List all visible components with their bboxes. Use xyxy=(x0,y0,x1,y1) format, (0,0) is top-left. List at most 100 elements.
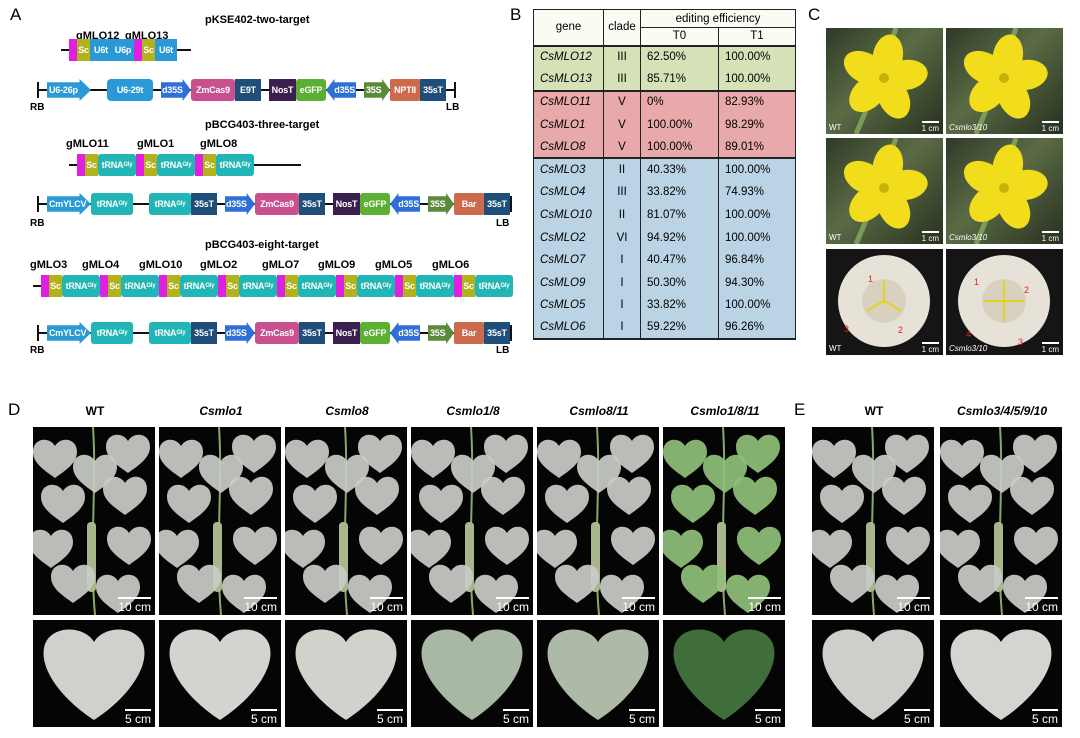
rb-label: RB xyxy=(30,102,45,113)
gene-cell: CsMLO10 xyxy=(533,203,604,227)
t1-cell: 89.01% xyxy=(718,135,796,159)
element-35st: 35sT xyxy=(299,193,325,215)
header-editing-efficiency: editing efficiency xyxy=(640,9,796,28)
photo-caption: Csmlo3/10 xyxy=(949,233,988,242)
element-label: tRNA xyxy=(360,281,383,291)
element-label: tRNA xyxy=(124,281,147,291)
element-label: NosT xyxy=(335,328,358,338)
leaf-shape xyxy=(43,629,145,720)
photo-image xyxy=(958,255,1050,347)
photo-image xyxy=(843,28,928,134)
t0-cell: 100.00% xyxy=(640,135,719,159)
clade-cell: II xyxy=(603,157,641,182)
scale-bar: 10 cm xyxy=(897,597,930,614)
leaf xyxy=(663,529,703,568)
element-label: NosT xyxy=(335,199,358,209)
element-mag xyxy=(41,275,49,297)
element-sc: Sc xyxy=(108,275,121,297)
element-mag xyxy=(277,275,285,297)
photo-flower: WT 1 cm xyxy=(826,138,943,244)
clade-cell: VI xyxy=(603,226,641,249)
construct-title: pBCG403-three-target xyxy=(205,119,320,131)
column-label: WT xyxy=(85,404,105,418)
element-label: 35S xyxy=(366,85,382,95)
element-line xyxy=(99,89,107,91)
table-row: CsMLO10 II 81.07% 100.00% xyxy=(533,203,796,227)
locule-number: 1 xyxy=(974,277,980,287)
element-trna: tRNA Gly xyxy=(157,154,195,176)
header-clade: clade xyxy=(603,9,641,46)
photo-caption: WT xyxy=(829,344,842,353)
leaf xyxy=(812,529,852,568)
column-label: Csmlo3/4/5/9/10 xyxy=(956,404,1048,418)
t1-cell: 100.00% xyxy=(718,226,796,249)
leaf xyxy=(325,454,369,493)
element-label: U6-29t xyxy=(116,85,144,95)
leaf xyxy=(419,484,463,523)
element-egfp: eGFP xyxy=(360,322,390,344)
column-label: Csmlo1/8 xyxy=(446,404,500,418)
element-label: d35S xyxy=(334,85,355,95)
element-sc: Sc xyxy=(403,275,416,297)
leaf xyxy=(671,484,715,523)
flower xyxy=(963,34,1048,119)
element-label: Sc xyxy=(204,160,215,170)
clade-cell: V xyxy=(603,113,641,136)
element-trna: tRNA Gly xyxy=(62,275,100,297)
element-d35s: d35S xyxy=(390,322,420,344)
element-label: tRNA xyxy=(419,281,442,291)
scale-bar: 1 cm xyxy=(1042,342,1059,354)
element-label: 35sT xyxy=(487,199,507,209)
locule-number: 2 xyxy=(1024,285,1030,295)
element-superscript: Gly xyxy=(205,283,215,289)
scale-bar: 1 cm xyxy=(922,231,939,243)
t0-cell: 94.92% xyxy=(640,226,719,249)
element-bar: Bar xyxy=(454,193,484,215)
element-sc: Sc xyxy=(344,275,357,297)
panel-label-b: B xyxy=(510,5,522,24)
scale-bar: 5 cm xyxy=(1032,709,1058,726)
element-sc: Sc xyxy=(167,275,180,297)
t1-cell: 100.00% xyxy=(718,68,796,91)
element-bar xyxy=(37,196,39,212)
table-row: CsMLO8 V 100.00% 89.01% xyxy=(533,135,796,159)
leaf xyxy=(681,564,725,603)
element-sc: Sc xyxy=(144,154,157,176)
scale-bar: 5 cm xyxy=(629,709,655,726)
element-d35s: d35S xyxy=(326,79,356,101)
element-sc: Sc xyxy=(285,275,298,297)
element-mag xyxy=(159,275,167,297)
leaf xyxy=(555,564,599,603)
leaf xyxy=(577,454,621,493)
guide-label: gMLO7 xyxy=(262,259,300,271)
element-line xyxy=(261,89,269,91)
element-label: tRNA xyxy=(101,160,124,170)
element-line xyxy=(446,89,454,91)
petal xyxy=(969,184,1008,222)
element-bar xyxy=(510,325,512,341)
element-label: U6t xyxy=(159,45,173,55)
element-35s: 35S xyxy=(428,322,454,344)
element-label: Sc xyxy=(345,281,356,291)
t1-cell: 96.26% xyxy=(718,316,796,341)
element-trna: tRNA Gly xyxy=(298,275,336,297)
element-label: d35S xyxy=(162,85,183,95)
element-nost: NosT xyxy=(269,79,296,101)
element-label: Sc xyxy=(286,281,297,291)
element-e9t: E9T xyxy=(235,79,261,101)
t1-cell: 74.93% xyxy=(718,181,796,204)
t0-cell: 81.07% xyxy=(640,203,719,227)
element-superscript: Gly xyxy=(241,162,251,168)
element-u6-29t: U6-29t xyxy=(107,79,153,101)
scale-bar: 5 cm xyxy=(251,709,277,726)
t1-cell: 94.30% xyxy=(718,271,796,295)
table-row: CsMLO13 III 85.71% 100.00% xyxy=(533,68,796,91)
plant-photo: 10 cm xyxy=(411,427,533,615)
guide-label: gMLO6 xyxy=(432,259,470,271)
gene-cell: CsMLO13 xyxy=(533,68,604,91)
t0-cell: 85.71% xyxy=(640,68,719,91)
element-trna: tRNA Gly xyxy=(98,154,136,176)
element-label: 35S xyxy=(430,328,446,338)
element-label: Sc xyxy=(463,281,474,291)
guide-label: gMLO8 xyxy=(200,138,238,150)
